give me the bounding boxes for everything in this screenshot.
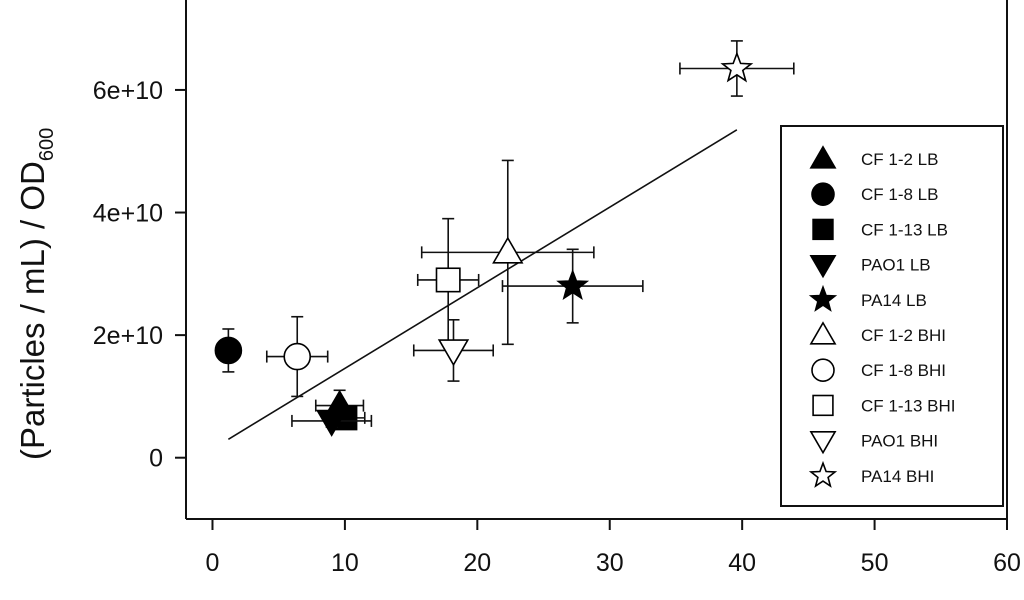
x-tick-label: 20 xyxy=(463,549,491,577)
legend-label: PA14 BHI xyxy=(861,467,934,486)
x-tick-label: 50 xyxy=(861,549,889,577)
data-point-group xyxy=(265,315,329,398)
legend-marker xyxy=(812,218,834,241)
y-axis-title-subscript: 600 xyxy=(36,128,58,161)
y-tick-label: 4e+10 xyxy=(93,200,163,228)
legend-item: CF 1-13 BHI xyxy=(812,394,955,417)
legend-marker xyxy=(808,284,838,312)
legend-label: CF 1-8 LB xyxy=(861,185,938,204)
y-tick-label: 6e+10 xyxy=(93,77,163,105)
x-tick-label: 60 xyxy=(993,549,1021,577)
legend: CF 1-2 LB CF 1-8 LB CF 1-13 LB PAO1 LB PA14 … xyxy=(780,125,1004,507)
legend-label: PA14 LB xyxy=(861,291,927,310)
legend-label: CF 1-8 BHI xyxy=(861,361,946,380)
data-point-marker xyxy=(315,409,348,437)
legend-item: CF 1-8 LB xyxy=(811,182,938,206)
x-tick-label: 30 xyxy=(596,549,624,577)
axes: 0 10 20 30 40 50 60 0 2e+10 4e+10 6e+10 xyxy=(93,77,1021,577)
legend-label: PAO1 LB xyxy=(861,256,931,275)
data-point-marker xyxy=(437,339,470,367)
legend-marker xyxy=(809,145,837,169)
y-axis-title: (Particles / mL) / OD600 xyxy=(14,128,58,460)
legend-label: CF 1-13 BHI xyxy=(861,396,955,415)
x-tick-label: 0 xyxy=(206,549,220,577)
legend-item: CF 1-13 LB xyxy=(812,218,948,241)
legend-marker xyxy=(809,321,837,345)
x-tick-label: 10 xyxy=(331,549,359,577)
legend-item: CF 1-8 BHI xyxy=(811,358,946,383)
y-tick-label: 0 xyxy=(149,445,163,473)
regression-line xyxy=(227,129,738,441)
legend-marker xyxy=(809,255,837,279)
data-point-group xyxy=(214,328,243,373)
data-point-marker xyxy=(492,236,524,264)
legend-item: PA14 BHI xyxy=(808,460,934,488)
data-point-group xyxy=(679,40,795,97)
data-point-marker xyxy=(283,342,312,371)
data-point-group xyxy=(501,248,644,324)
data-point-group xyxy=(420,159,595,346)
legend-label: CF 1-2 BHI xyxy=(861,326,946,345)
legend-marker xyxy=(808,460,838,488)
legend-marker xyxy=(811,182,835,206)
trendline-group xyxy=(227,129,738,441)
legend-marker xyxy=(811,358,835,383)
y-tick-label: 2e+10 xyxy=(93,322,163,350)
legend-item: CF 1-2 LB xyxy=(809,145,938,169)
legend-marker xyxy=(809,430,837,455)
data-point-group xyxy=(291,409,373,437)
data-point-marker xyxy=(720,51,754,83)
legend-item: PAO1 LB xyxy=(809,255,931,279)
legend-item: PAO1 BHI xyxy=(809,430,938,455)
data-points xyxy=(214,40,795,437)
y-axis-title-text: (Particles / mL) / OD xyxy=(14,161,51,460)
data-point-group xyxy=(412,318,495,382)
legend-item: CF 1-2 BHI xyxy=(809,321,946,345)
legend-item: PA14 LB xyxy=(808,284,927,312)
data-point-group xyxy=(416,217,480,343)
data-point-marker xyxy=(435,267,461,293)
legend-label: CF 1-13 LB xyxy=(861,220,948,239)
data-point-marker xyxy=(556,268,590,301)
data-point-marker xyxy=(214,336,243,365)
x-tick-label: 40 xyxy=(728,549,756,577)
legend-label: CF 1-2 LB xyxy=(861,150,938,169)
legend-marker xyxy=(812,394,834,417)
plot-frame xyxy=(185,0,1008,520)
legend-label: PAO1 BHI xyxy=(861,432,938,451)
